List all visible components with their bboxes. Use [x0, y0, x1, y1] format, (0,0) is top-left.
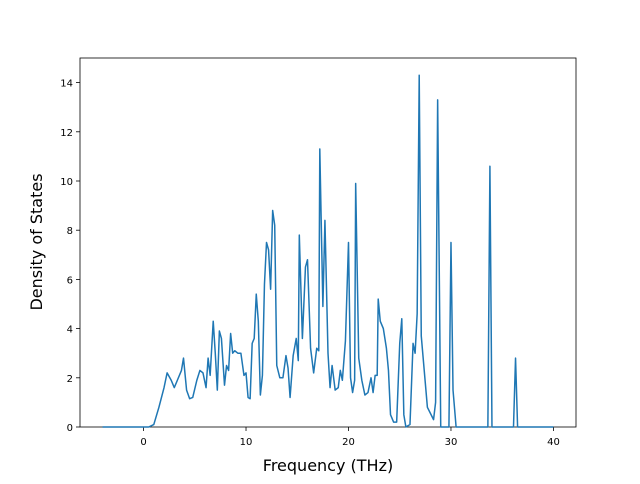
y-tick-label: 14	[60, 79, 73, 90]
x-tick-label: 30	[445, 437, 458, 448]
line-series	[102, 74, 554, 428]
x-axis-label: Frequency (THz)	[263, 456, 393, 475]
y-tick-label: 4	[67, 325, 73, 336]
y-tick-label: 10	[60, 177, 73, 188]
y-tick-label: 0	[67, 423, 73, 434]
y-tick-label: 2	[67, 374, 73, 385]
x-tick-label: 20	[342, 437, 355, 448]
x-tick-label: 0	[140, 437, 146, 448]
y-tick-label: 12	[60, 128, 73, 139]
plot-frame	[79, 57, 577, 428]
y-tick-label: 6	[67, 275, 73, 286]
x-tick-label: 10	[240, 437, 253, 448]
x-tick-label: 40	[547, 437, 560, 448]
y-tick-label: 8	[67, 226, 73, 237]
y-axis-label: Density of States	[27, 173, 46, 310]
